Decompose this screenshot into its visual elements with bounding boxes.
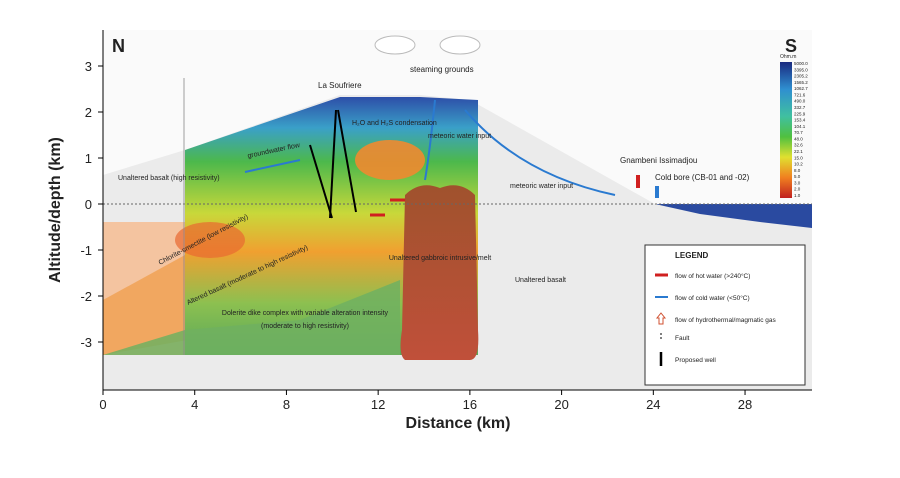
label: Unaltered basalt xyxy=(515,277,566,284)
cold-flow xyxy=(464,109,616,196)
label: meteoric water input xyxy=(510,183,573,190)
dolerite xyxy=(103,280,400,355)
x-tick-label: 28 xyxy=(738,397,752,412)
colorbar-label: 3395.0 xyxy=(794,67,808,72)
cold-flow xyxy=(424,99,436,181)
y-tick-label: -1 xyxy=(80,243,92,258)
colorbar-label: 32.6 xyxy=(794,143,803,148)
cloud xyxy=(439,35,481,55)
y-tick-label: -3 xyxy=(80,335,92,350)
cloud xyxy=(374,35,416,55)
colorbar-label: 1565.2 xyxy=(794,80,808,85)
colorbar-label: 225.9 xyxy=(794,111,806,116)
x-tick-label: 16 xyxy=(463,397,477,412)
label: Gnambeni Issimadjou xyxy=(620,156,697,165)
label: H₂O and H₂S condensation xyxy=(352,120,437,127)
colorbar-label: 22.1 xyxy=(794,149,803,154)
label: Cold bore (CB-01 and -02) xyxy=(655,173,750,182)
y-tick-label: 1 xyxy=(85,151,92,166)
legend-item: flow of hydrothermal/magmatic gas xyxy=(675,317,777,324)
label: Unaltered basalt (high resistivity) xyxy=(118,175,220,182)
compass-n: N xyxy=(112,36,125,56)
sea xyxy=(655,204,812,228)
x-tick-label: 20 xyxy=(554,397,568,412)
legend-symbol xyxy=(655,312,667,325)
colorbar-label: 153.4 xyxy=(794,118,806,123)
colorbar-label: 70.7 xyxy=(794,130,803,135)
colorbar-label: 332.7 xyxy=(794,105,806,110)
legend-item: flow of hot water (>240°C) xyxy=(675,272,750,280)
colorbar-label: 10.2 xyxy=(794,162,803,167)
colorbar-label: 490.0 xyxy=(794,99,806,104)
label: meteoric water input xyxy=(428,133,491,140)
x-tick-label: 4 xyxy=(191,397,198,412)
colorbar-label: 2.0 xyxy=(794,187,801,192)
colorbar xyxy=(780,62,792,198)
legend-item: Proposed well xyxy=(675,357,716,364)
colorbar-label: 104.1 xyxy=(794,124,806,129)
y-tick-label: 3 xyxy=(85,59,92,74)
x-tick-label: 12 xyxy=(371,397,385,412)
colorbar-label: 48.0 xyxy=(794,136,803,141)
legend-item: Fault xyxy=(675,335,690,342)
legend-box xyxy=(644,244,806,386)
gabbro xyxy=(400,185,479,360)
low-res-zone xyxy=(355,140,425,180)
low-res-zone xyxy=(175,222,245,258)
y-tick-label: 2 xyxy=(85,105,92,120)
colorbar-label: 1.0 xyxy=(794,193,801,198)
y-axis-title: Altitude/depth (km) xyxy=(47,137,64,283)
cold-flow xyxy=(244,159,301,173)
x-tick-label: 24 xyxy=(646,397,660,412)
y-tick-label: -2 xyxy=(80,289,92,304)
legend-item: flow of cold water (<50°C) xyxy=(675,294,750,302)
x-tick-label: 0 xyxy=(99,397,106,412)
well xyxy=(337,109,357,213)
colorbar-unit: Ohm.m xyxy=(780,54,796,60)
cold-bore-marker xyxy=(655,186,659,198)
x-tick-label: 8 xyxy=(283,397,290,412)
label: La Soufriere xyxy=(318,81,362,90)
colorbar-label: 8.0 xyxy=(794,168,801,173)
legend-title: LEGEND xyxy=(675,251,709,260)
colorbar-label: 3.0 xyxy=(794,180,801,185)
y-tick-label: 0 xyxy=(85,197,92,212)
colorbar-label: 2305.2 xyxy=(794,74,808,79)
colorbar-label: 1062.7 xyxy=(794,86,808,91)
label: Dolerite dike complex with variable alte… xyxy=(222,310,389,317)
well xyxy=(309,144,333,219)
colorbar-label: 15.0 xyxy=(794,155,803,160)
legend-items: flow of hot water (>240°C) flow of cold w… xyxy=(675,272,777,364)
colorbar-label: 5.0 xyxy=(794,174,801,179)
label: Unaltered gabbroic intrusive/melt xyxy=(389,255,491,262)
well xyxy=(329,109,337,219)
label: steaming grounds xyxy=(410,65,474,74)
sky xyxy=(103,30,812,204)
colorbar-label: 721.6 xyxy=(794,92,806,97)
label: (moderate to high resistivity) xyxy=(261,323,349,330)
colorbar-label: 5000.0 xyxy=(794,61,808,66)
x-axis-title: Distance (km) xyxy=(406,415,511,432)
compass-s: S xyxy=(785,36,797,56)
